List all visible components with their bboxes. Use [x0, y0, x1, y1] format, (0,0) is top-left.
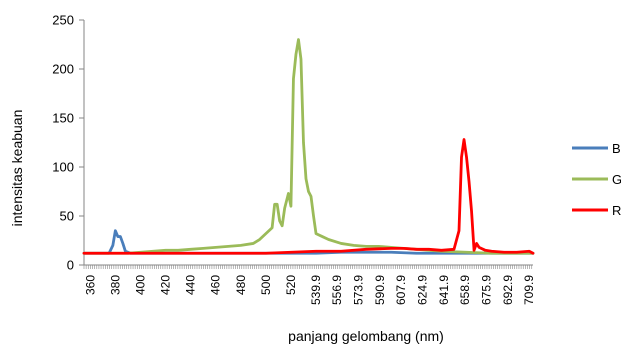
x-tick-label: 539.9	[309, 275, 323, 305]
series-line-r	[82, 138, 535, 255]
x-tick-label: 440	[184, 275, 198, 295]
x-tick-label: 360	[83, 275, 97, 295]
x-tick-label: 500	[259, 275, 273, 295]
x-tick-label: 692.9	[501, 275, 515, 305]
x-tick-label: 709.9	[522, 275, 536, 305]
y-tick-label: 250	[52, 13, 74, 28]
x-tick-label: 420	[159, 275, 173, 295]
x-tick-label: 480	[234, 275, 248, 295]
x-tick-label: 675.9	[479, 275, 493, 305]
x-tick-label: 556.9	[330, 275, 344, 305]
series-line-b	[82, 229, 535, 255]
x-tick-label: 520	[284, 275, 298, 295]
x-tick-label: 380	[108, 275, 122, 295]
x-tick-label: 460	[209, 275, 223, 295]
y-axis-label: intensitas keabuan	[9, 110, 25, 227]
x-tick-label: 624.9	[416, 275, 430, 305]
y-tick-label: 100	[52, 160, 74, 175]
x-tick-label: 641.9	[437, 275, 451, 305]
x-tick-label: 400	[133, 275, 147, 295]
x-axis-label: panjang gelombang (nm)	[288, 328, 444, 344]
legend: B G R	[572, 141, 621, 218]
x-tick-label: 573.9	[352, 275, 366, 305]
x-tick-label: 607.9	[394, 275, 408, 305]
legend-label-g: G	[612, 172, 621, 187]
y-tick-label: 200	[52, 62, 74, 77]
legend-label-b: B	[612, 141, 621, 156]
y-tick-label: 50	[60, 209, 74, 224]
legend-label-r: R	[612, 203, 621, 218]
axes: 0 50 100 150 200 250 360 380 400 420 440 460 480 500 5…	[52, 13, 536, 306]
x-tick-label: 658.9	[458, 275, 472, 305]
y-tick-label: 150	[52, 111, 74, 126]
x-tick-label: 590.9	[373, 275, 387, 305]
series-line-g	[82, 38, 535, 255]
series-layer	[82, 38, 535, 255]
y-tick-label: 0	[67, 258, 74, 273]
